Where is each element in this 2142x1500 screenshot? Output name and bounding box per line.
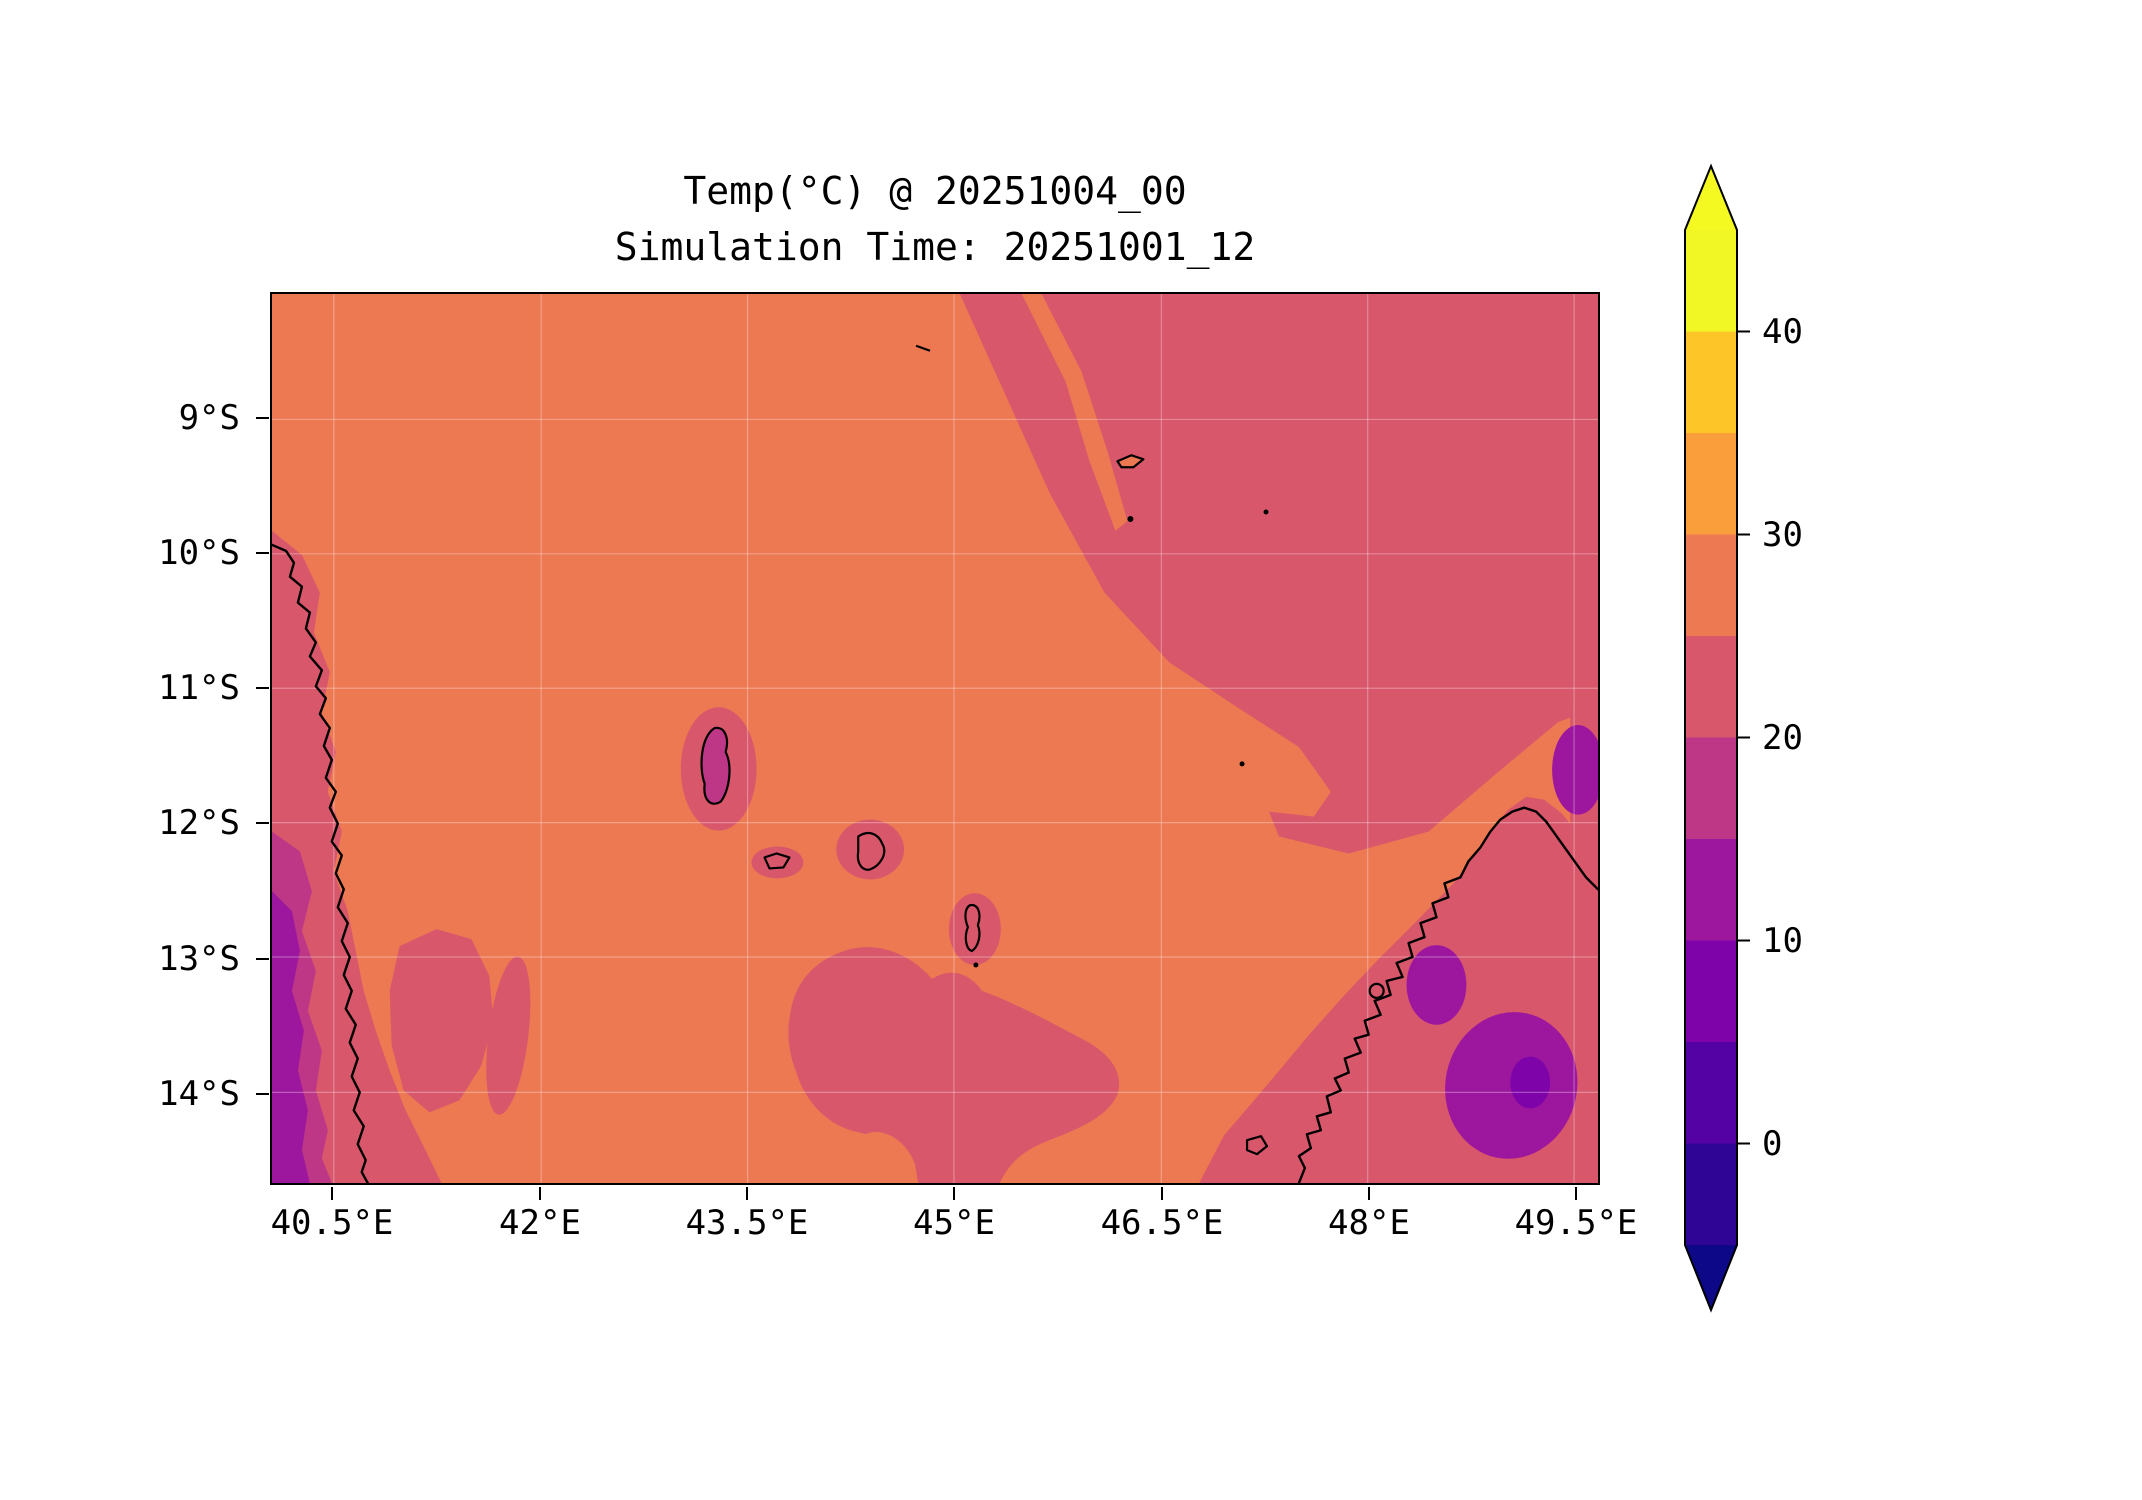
x-tick-mark <box>746 1187 748 1200</box>
y-tick-mark <box>256 958 269 960</box>
colorbar-band <box>1685 839 1737 941</box>
x-tick-label: 42°E <box>499 1203 581 1243</box>
y-tick-label: 13°S <box>158 939 240 979</box>
colorbar-band <box>1685 1042 1737 1144</box>
region-northeast-warm-sliver <box>1021 294 1128 531</box>
region-right-edge-10-15 <box>1552 725 1598 815</box>
y-tick-mark <box>256 552 269 554</box>
colorbar-extend-under <box>1685 1245 1737 1310</box>
x-tick-label: 40.5°E <box>270 1203 394 1243</box>
colorbar-outline <box>1684 163 1738 1313</box>
region-west-20-25 <box>272 530 442 1183</box>
y-tick-label: 14°S <box>158 1074 240 1114</box>
x-tick-label: 45°E <box>913 1203 995 1243</box>
island-mayotte <box>964 903 981 953</box>
island-anjouan <box>856 831 886 871</box>
colorbar-band <box>1685 230 1737 332</box>
coastlines <box>272 543 1598 1183</box>
colorbar <box>1684 163 1750 1313</box>
island-grande-comore <box>700 726 731 805</box>
islands <box>700 344 1385 1156</box>
region-west-10-15 <box>272 891 310 1183</box>
x-tick-mark <box>539 1187 541 1200</box>
x-tick-label: 48°E <box>1328 1203 1410 1243</box>
x-tick-mark <box>953 1187 955 1200</box>
map-axes <box>270 292 1600 1185</box>
colorbar-tick-label: 20 <box>1762 718 1803 758</box>
region-west-streak-20-25 <box>486 956 531 1115</box>
plot-subtitle: Simulation Time: 20251001_12 <box>614 225 1256 269</box>
region-northeast-20-25 <box>959 294 1598 854</box>
colorbar-tick-label: 40 <box>1762 312 1803 352</box>
y-tick-label: 12°S <box>158 803 240 843</box>
colorbar-tick-label: 30 <box>1762 515 1803 555</box>
colorbar-band <box>1685 1143 1737 1245</box>
y-tick-mark <box>256 687 269 689</box>
island-glorioso <box>1116 454 1145 469</box>
x-tick-label: 43.5°E <box>685 1203 809 1243</box>
colorbar-band <box>1685 940 1737 1042</box>
y-tick-mark <box>256 1093 269 1095</box>
region-madagascar-10-15-small <box>1406 945 1467 1025</box>
islet-dots <box>973 509 1269 968</box>
colorbar-band <box>1685 331 1737 433</box>
coastline-africa <box>272 543 369 1183</box>
colorbar-tick-label: 0 <box>1762 1124 1783 1164</box>
graticule <box>272 294 1598 1183</box>
y-tick-label: 9°S <box>178 398 240 438</box>
y-tick-label: 11°S <box>158 668 240 708</box>
plot-title: Temp(°C) @ 20251004_00 <box>683 169 1187 213</box>
colorbar-extend-over <box>1685 166 1737 230</box>
colorbar-tick-label: 10 <box>1762 921 1803 961</box>
colorbar-band <box>1685 534 1737 636</box>
island-moheli <box>763 852 791 870</box>
y-tick-mark <box>256 822 269 824</box>
coastline-madagascar <box>1297 806 1598 1183</box>
temperature-map <box>272 294 1598 1183</box>
x-tick-mark <box>1368 1187 1370 1200</box>
colorbar-ticks <box>1737 330 1750 1145</box>
x-tick-mark <box>331 1187 333 1200</box>
region-madagascar-5-10 <box>1510 1056 1551 1109</box>
y-tick-label: 10°S <box>158 533 240 573</box>
region-inland-west-20-25 <box>389 929 494 1113</box>
x-tick-mark <box>1161 1187 1163 1200</box>
islet-north-dash <box>915 344 931 352</box>
x-tick-mark <box>1575 1187 1577 1200</box>
colorbar-band <box>1685 433 1737 535</box>
region-south-central-20-25 <box>788 947 1120 1183</box>
island-small-sw-madagascar <box>1245 1135 1269 1156</box>
colorbar-band <box>1685 636 1737 738</box>
x-tick-label: 46.5°E <box>1100 1203 1224 1243</box>
region-south-central-warm-notch <box>832 1132 919 1183</box>
island-nosy-be <box>1368 982 1385 999</box>
colorbar-band <box>1685 737 1737 839</box>
y-tick-mark <box>256 417 269 419</box>
x-tick-label: 49.5°E <box>1514 1203 1638 1243</box>
